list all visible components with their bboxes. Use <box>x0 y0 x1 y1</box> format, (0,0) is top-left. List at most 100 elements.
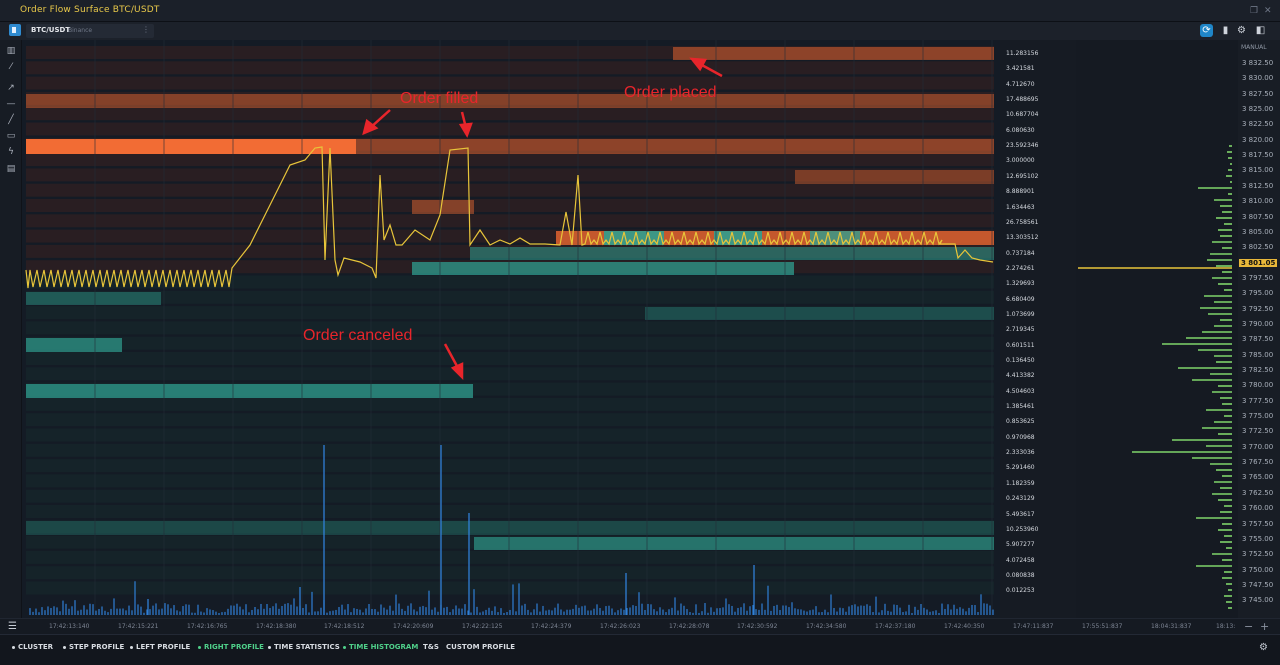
price-axis-mode[interactable]: MANUAL <box>1241 44 1267 51</box>
volume-axis-label: 1.385461 <box>1006 403 1035 411</box>
heat-row <box>26 199 994 212</box>
tab-custom-profile[interactable]: CUSTOM PROFILE <box>446 643 515 651</box>
volume-axis-label: 2.719345 <box>1006 326 1035 334</box>
time-axis-label: 17:47:11:837 <box>1013 623 1054 630</box>
bar-chart-icon[interactable]: ▥ <box>6 46 16 56</box>
volume-axis-label: 5.291460 <box>1006 464 1035 472</box>
price-axis-label: 3 780.00 <box>1242 381 1274 390</box>
order-flow-heatmap[interactable] <box>22 40 1238 618</box>
heat-row <box>26 275 994 289</box>
sync-icon[interactable]: ⟳ <box>1200 24 1213 37</box>
heat-row <box>26 520 994 534</box>
tab-step-profile[interactable]: STEP PROFILE <box>63 643 124 651</box>
price-axis-label: 3 820.00 <box>1242 135 1274 144</box>
symbol-selector[interactable]: BTC/USDT Binance ⋮ <box>26 24 154 38</box>
volume-axis-label: 4.072458 <box>1006 556 1035 564</box>
price-axis-label: 3 752.50 <box>1242 550 1274 559</box>
price-axis-label: 3 827.50 <box>1242 89 1274 98</box>
volume-axis-label: 1.073699 <box>1006 310 1035 318</box>
liquidity-band <box>356 139 994 154</box>
title-bar: Order Flow Surface BTC/USDT ❐ ✕ <box>0 0 1280 22</box>
panel-icon[interactable]: ◧ <box>1255 25 1266 36</box>
volume-axis-label: 5.493617 <box>1006 510 1035 518</box>
tab-indicator-dot-icon <box>198 645 201 649</box>
gear-icon[interactable]: ⚙ <box>1237 25 1246 36</box>
liquidity-band <box>470 247 994 260</box>
heatmap-layer <box>26 46 994 595</box>
heat-row <box>26 352 994 365</box>
time-axis-label: 17:42:20:609 <box>393 623 434 630</box>
zoom-in-icon[interactable]: + <box>1260 620 1270 633</box>
rectangle-icon[interactable]: ▭ <box>6 131 16 141</box>
panel-toggle-icon[interactable] <box>9 24 21 36</box>
tab-label: T&S <box>423 643 439 651</box>
tab-left-profile[interactable]: LEFT PROFILE <box>130 643 190 651</box>
price-axis-label: 3 805.00 <box>1242 227 1274 236</box>
time-axis-label: 17:42:34:580 <box>806 623 847 630</box>
time-axis-label: 17:42:22:125 <box>462 623 503 630</box>
volume-axis-label: 23.592346 <box>1006 142 1039 150</box>
volume-axis-label: 6.680409 <box>1006 295 1035 303</box>
zoom-out-icon[interactable]: − <box>1244 620 1254 633</box>
tab-cluster[interactable]: CLUSTER <box>12 643 53 651</box>
heat-row <box>26 566 994 580</box>
time-axis-label: 18:13: <box>1216 623 1236 630</box>
tab-time-histogram[interactable]: TIME HISTOGRAM <box>343 643 418 651</box>
time-axis-label: 17:42:26:023 <box>600 623 641 630</box>
annotation-order-canceled: Order canceled <box>303 327 413 344</box>
mouse-icon[interactable]: ▮ <box>1222 25 1229 36</box>
ruler-icon[interactable]: ⁄ <box>10 62 12 72</box>
window-title: Order Flow Surface BTC/USDT <box>20 5 160 15</box>
trend-line-icon[interactable]: ╱ <box>8 115 14 125</box>
heat-row <box>26 367 994 381</box>
volume-axis <box>1000 40 1076 618</box>
arrow-icon[interactable]: ↗ <box>7 83 15 93</box>
tab-right-profile[interactable]: RIGHT PROFILE <box>198 643 264 651</box>
tab-time-statistics[interactable]: TIME STATISTICS <box>268 643 340 651</box>
settings-gear-icon[interactable]: ⚙ <box>1259 642 1268 653</box>
arrowhead-canceled <box>450 362 464 381</box>
heat-row <box>26 397 994 411</box>
price-axis[interactable] <box>1238 40 1280 618</box>
tab-t-s[interactable]: T&S <box>423 643 439 651</box>
volume-axis-label: 4.413382 <box>1006 372 1035 380</box>
volume-axis-label: 0.737184 <box>1006 249 1035 257</box>
price-axis-label: 3 757.50 <box>1242 519 1274 528</box>
restore-icon[interactable]: ❐ <box>1250 6 1259 16</box>
volume-axis-label: 0.136450 <box>1006 357 1035 364</box>
tab-indicator-dot-icon <box>343 645 346 649</box>
heat-row <box>26 183 994 197</box>
indicator-tabs: CLUSTER STEP PROFILE LEFT PROFILE RIGHT PRO… <box>0 634 1280 665</box>
arrowhead-placed <box>689 57 708 72</box>
heat-row <box>26 428 994 442</box>
symbol-menu-icon[interactable]: ⋮ <box>142 25 150 34</box>
price-axis-label: 3 787.50 <box>1242 335 1274 344</box>
time-axis-label: 17:42:18:512 <box>324 623 365 630</box>
heat-row <box>26 107 994 121</box>
close-icon[interactable]: ✕ <box>1264 6 1272 16</box>
tab-indicator-dot-icon <box>63 645 66 649</box>
price-axis-label: 3 797.50 <box>1242 273 1274 282</box>
annotation-order-filled: Order filled <box>400 90 479 107</box>
volume-axis-label: 6.080630 <box>1006 126 1035 134</box>
volume-axis-label: 0.080838 <box>1006 571 1035 579</box>
price-axis-label: 3 807.50 <box>1242 212 1274 221</box>
magnet-icon[interactable]: ϟ <box>8 147 14 157</box>
time-axis-label: 17:42:28:078 <box>669 623 710 630</box>
horizontal-line-icon[interactable]: — <box>6 99 16 109</box>
tab-label: TIME STATISTICS <box>274 643 340 651</box>
right-volume-profile <box>1132 145 1232 609</box>
price-axis-label: 3 802.50 <box>1242 243 1274 252</box>
heat-row <box>26 474 994 488</box>
volume-axis-label: 2.274261 <box>1006 264 1035 272</box>
tab-indicator-dot-icon <box>130 645 133 649</box>
tab-label: LEFT PROFILE <box>136 643 191 651</box>
tools-icon[interactable]: ▤ <box>6 164 16 174</box>
heat-row <box>26 290 994 304</box>
heat-row <box>26 336 994 350</box>
annotation-order-placed: Order placed <box>624 84 717 101</box>
volume-axis-label: 17.488695 <box>1006 96 1039 104</box>
volume-axis-label: 3.421581 <box>1006 65 1035 73</box>
list-icon[interactable]: ☰ <box>8 621 17 632</box>
volume-axis-label: 5.907277 <box>1006 541 1035 549</box>
